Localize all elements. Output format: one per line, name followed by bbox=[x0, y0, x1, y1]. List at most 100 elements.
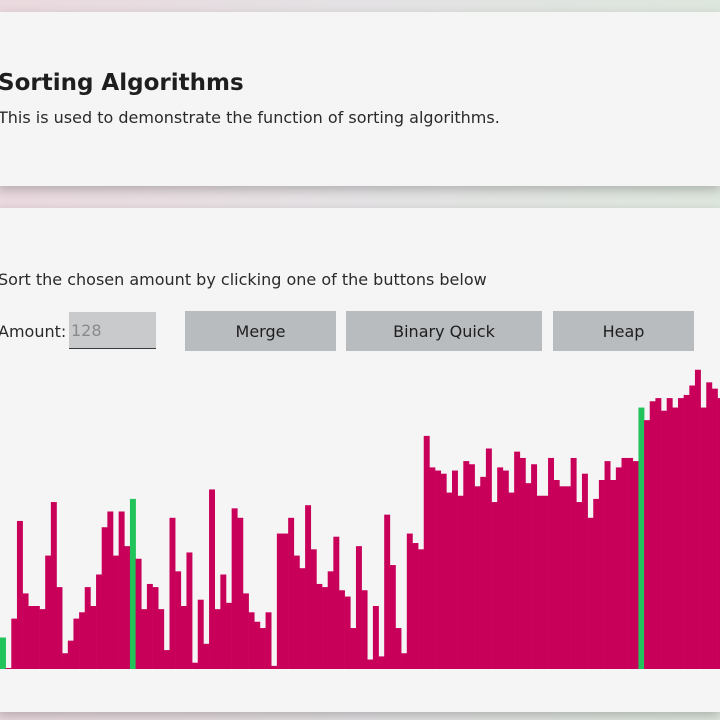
bar bbox=[310, 549, 317, 669]
bar bbox=[531, 464, 538, 669]
bars-chart bbox=[0, 369, 720, 669]
bar bbox=[525, 483, 532, 669]
bar bbox=[627, 457, 634, 669]
bar bbox=[265, 612, 272, 669]
bar bbox=[248, 612, 255, 669]
bar bbox=[700, 407, 707, 669]
bar bbox=[79, 612, 86, 669]
bar bbox=[468, 464, 475, 669]
bar bbox=[666, 398, 673, 669]
bar bbox=[593, 498, 600, 669]
bar bbox=[644, 420, 651, 669]
bar bbox=[305, 505, 312, 669]
bar bbox=[16, 520, 23, 669]
bar bbox=[220, 574, 227, 669]
bar bbox=[197, 599, 204, 669]
bar bbox=[378, 656, 385, 669]
bar bbox=[101, 527, 108, 669]
bar bbox=[293, 555, 300, 669]
merge-sort-button[interactable]: Merge bbox=[185, 311, 336, 351]
page-subtitle: This is used to demonstrate the function… bbox=[0, 108, 500, 127]
bar bbox=[361, 590, 368, 669]
bar bbox=[214, 609, 221, 669]
highlighted-bar bbox=[129, 498, 136, 669]
bar bbox=[45, 555, 52, 669]
bar bbox=[649, 401, 656, 669]
bar bbox=[435, 470, 441, 669]
bar bbox=[463, 461, 470, 669]
bar bbox=[158, 609, 165, 669]
bar bbox=[169, 517, 176, 669]
bar bbox=[203, 643, 210, 669]
bar bbox=[11, 618, 18, 669]
bar bbox=[717, 398, 720, 669]
bar bbox=[192, 662, 199, 669]
bar bbox=[50, 502, 57, 669]
bar bbox=[67, 640, 74, 669]
bar bbox=[497, 467, 504, 669]
bar bbox=[474, 486, 481, 669]
bar bbox=[327, 571, 334, 669]
bar bbox=[384, 514, 391, 669]
bar bbox=[418, 549, 425, 669]
bar bbox=[226, 602, 232, 669]
bar bbox=[271, 665, 278, 669]
bar bbox=[711, 388, 718, 669]
bar bbox=[559, 486, 566, 669]
bar bbox=[276, 533, 283, 669]
bar bbox=[610, 480, 617, 669]
bar bbox=[180, 606, 187, 669]
bar bbox=[514, 451, 521, 669]
bar bbox=[259, 628, 266, 669]
page-title: Sorting Algorithms bbox=[0, 70, 244, 96]
amount-input[interactable] bbox=[69, 312, 156, 349]
bar bbox=[485, 448, 492, 669]
bar bbox=[678, 398, 684, 669]
bar bbox=[452, 470, 458, 669]
bar bbox=[548, 457, 554, 669]
bar bbox=[401, 653, 408, 669]
bar bbox=[367, 659, 374, 669]
bar bbox=[90, 606, 97, 669]
bar bbox=[350, 628, 357, 669]
bar bbox=[372, 606, 379, 669]
bar bbox=[113, 555, 119, 669]
highlighted-bar bbox=[0, 637, 6, 669]
bar bbox=[581, 473, 588, 669]
bar bbox=[536, 495, 543, 669]
bar bbox=[570, 457, 577, 669]
bar bbox=[604, 461, 611, 669]
bar bbox=[339, 590, 345, 669]
bar bbox=[5, 668, 12, 669]
bar bbox=[163, 650, 170, 669]
bar bbox=[316, 583, 323, 669]
bar bbox=[672, 407, 679, 669]
bar bbox=[355, 546, 362, 669]
bar bbox=[344, 596, 351, 669]
bar bbox=[683, 394, 690, 669]
bar bbox=[406, 533, 413, 669]
bar bbox=[33, 606, 40, 669]
bar bbox=[491, 502, 498, 669]
bar bbox=[237, 517, 244, 669]
bar bbox=[621, 457, 628, 669]
bar bbox=[632, 461, 639, 669]
bar bbox=[242, 593, 249, 669]
bar bbox=[56, 587, 63, 669]
bar bbox=[22, 593, 29, 669]
bar bbox=[395, 628, 402, 669]
bar bbox=[508, 492, 515, 669]
bar bbox=[694, 369, 701, 669]
bar bbox=[587, 517, 594, 669]
heap-sort-button[interactable]: Heap bbox=[553, 311, 694, 351]
bar bbox=[288, 517, 295, 669]
bar bbox=[446, 492, 453, 669]
bar bbox=[135, 558, 142, 669]
bar bbox=[598, 480, 605, 669]
bar bbox=[146, 583, 153, 669]
bar bbox=[519, 457, 526, 669]
binary-quick-sort-button[interactable]: Binary Quick bbox=[346, 311, 542, 351]
bar bbox=[553, 480, 560, 669]
bar bbox=[175, 571, 182, 669]
highlighted-bar bbox=[638, 407, 645, 669]
